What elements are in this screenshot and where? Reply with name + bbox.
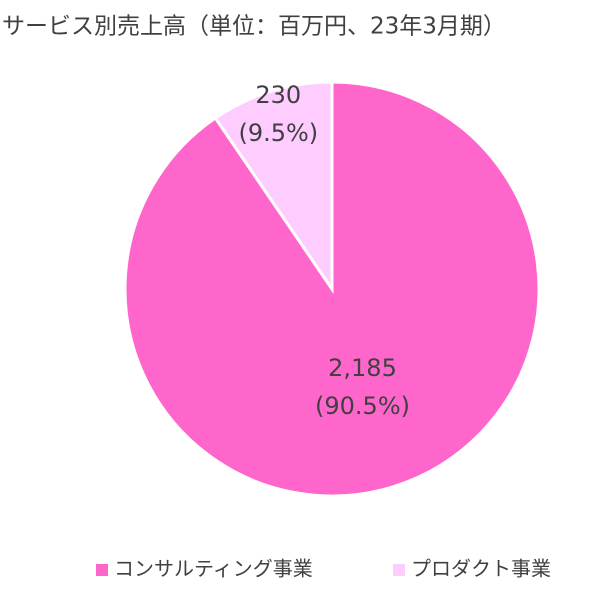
pie-slice — [213, 80, 334, 294]
legend-swatch — [393, 564, 405, 576]
percent-label: (9.5%) — [238, 119, 318, 147]
chart-title: サービス別売上高（単位：百万円、23年3月期） — [2, 14, 506, 40]
data-label: 2,185 — [328, 354, 397, 382]
legend-label: プロダクト事業 — [411, 557, 551, 581]
legend-label: コンサルティング事業 — [114, 557, 313, 581]
legend-swatch — [96, 564, 108, 576]
percent-label: (90.5%) — [315, 392, 410, 420]
data-label: 230 — [255, 81, 301, 109]
